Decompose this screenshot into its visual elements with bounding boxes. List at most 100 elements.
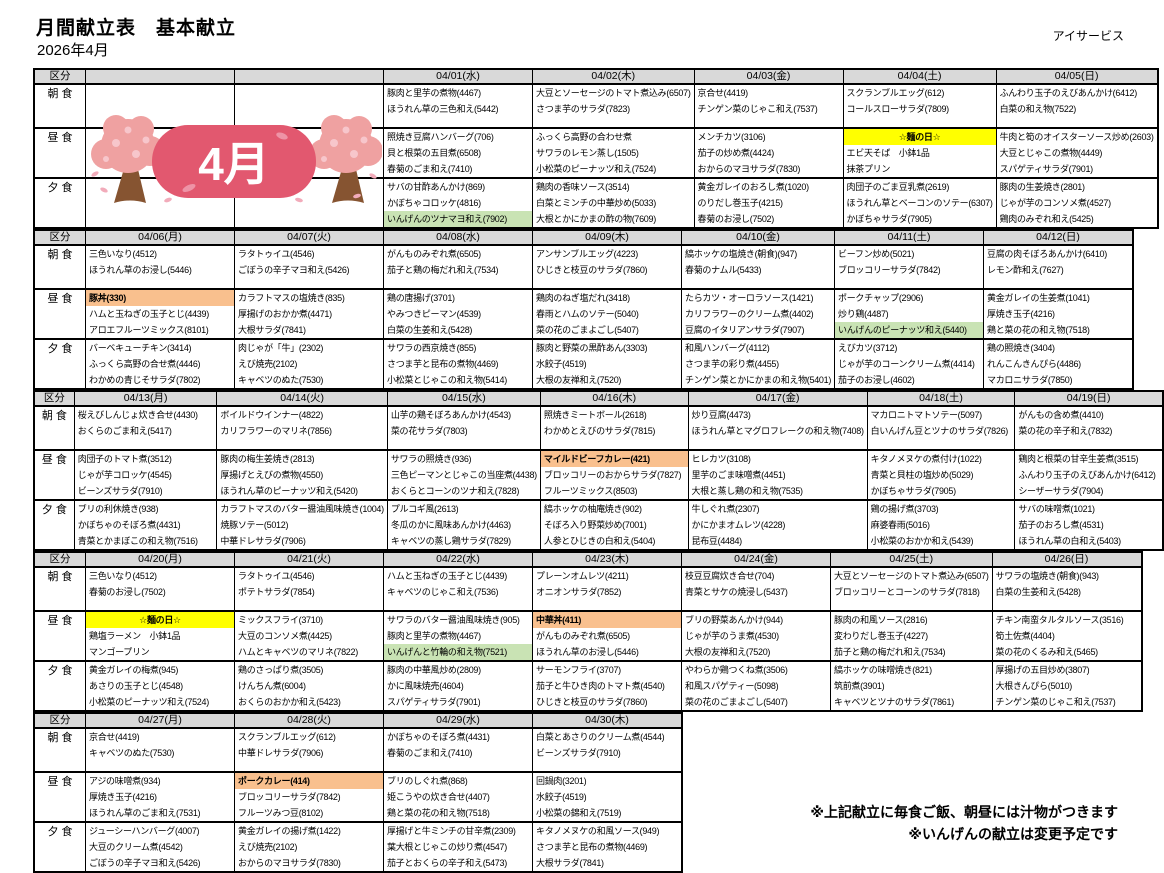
menu-item: がんものみぞれ煮(6505) (387, 249, 481, 259)
menu-item: 鶏の揚げ煮(3703) (870, 504, 939, 514)
menu-item: 鶏と菜の花の和え物(7518) (387, 808, 490, 818)
menu-item: 冬瓜のかに風味あんかけ(4463) (390, 520, 511, 530)
menu-item: 豚丼(330) (86, 291, 234, 306)
menu-item: 和風スパゲティー(5098) (685, 681, 779, 691)
date-header: 04/06(月) (85, 229, 235, 246)
menu-cell: 鶏肉のねぎ塩だれ(3418) 春雨とハムのソテー(5040) 菜の花のごまよごし(5… (532, 288, 682, 340)
menu-cell: バーベキューチキン(3414) ふっくら高野の合せ煮(4446) わかめの青じそサラ… (85, 338, 235, 390)
menu-cell: 鶏肉と根菜の甘辛生姜煮(3515) ふんわり玉子のえびあんかけ(6412) シーザー… (1014, 449, 1164, 501)
menu-item: 水餃子(4519) (536, 359, 587, 369)
menu-item: 鶏肉の香味ソース(3514) (536, 182, 630, 192)
menu-item: サバの味噌煮(1021) (1018, 504, 1095, 514)
menu-item: ふっくら高野の合せ煮(4446) (89, 359, 201, 369)
menu-item: いんげんのピーナッツ和え(5440) (835, 322, 983, 338)
menu-item: 小松菜とじゃこの和え物(5414) (387, 375, 507, 385)
menu-cell: キタノメヌケの和風ソース(949) さつま芋と昆布の煮物(4469) 大根サラダ(7… (532, 821, 683, 873)
menu-item: ビーンズサラダ(7910) (77, 486, 163, 496)
menu-item: かに風味焼売(4604) (387, 681, 464, 691)
menu-cell: サバの甘酢あんかけ(869) かぼちゃコロッケ(4816) いんげんのツナマヨ和え(… (383, 177, 533, 229)
menu-item: 縞ホッケの味噌焼き(821) (834, 665, 932, 675)
menu-item: 茄子とおくらの辛子和え(5473) (387, 858, 507, 868)
menu-item: あさりの玉子とじ(4548) (89, 681, 183, 691)
menu-cell: サワラの塩焼き(朝食)(943) 白菜の生姜和え(5428) (991, 566, 1143, 612)
menu-item: かぼちゃのそぼろ煮(4431) (387, 732, 490, 742)
menu-item: カラフトマスのバター醤油風味焼き(1004) (220, 504, 384, 514)
menu-item: えび焼売(2102) (238, 359, 298, 369)
menu-item: ボイルドウインナー(4822) (220, 410, 323, 420)
date-header: 04/09(木) (532, 229, 682, 246)
menu-item: 炒り豆腐(4473) (691, 410, 751, 420)
menu-cell: 枝豆豆腐炊き合せ(704) 青菜とサケの焼浸し(5437) (681, 566, 831, 612)
menu-item: ポークチャップ(2906) (838, 293, 924, 303)
menu-cell: 山芋の鶏そぼろあんかけ(4543) 菜の花サラダ(7803) (386, 405, 541, 451)
menu-item: フルーツミックス(8503) (543, 486, 638, 496)
menu-item: かにかまオムレツ(4228) (691, 520, 786, 530)
kubun-header: 区分 (33, 68, 86, 85)
menu-item: 黄金ガレイの梅煮(945) (89, 665, 179, 675)
menu-item: スパゲティサラダ(7901) (999, 164, 1094, 174)
menu-item: やわらか鶏つくね煮(3506) (685, 665, 788, 675)
menu-cell: 大豆とソーセージのトマト煮込み(6507) さつま芋のサラダ(7823) (532, 83, 695, 129)
date-header: 04/23(木) (532, 551, 682, 568)
meal-label-d: 夕 食 (33, 338, 86, 390)
menu-item: 筑前煮(3901) (834, 681, 885, 691)
date-header: 04/05(日) (995, 68, 1159, 85)
menu-item: ブロッコリーとコーンのサラダ(7818) (834, 587, 980, 597)
menu-item: 大豆とソーセージのトマト煮込み(6507) (536, 88, 691, 98)
menu-item: 姫こうやの炊き合せ(4407) (387, 792, 490, 802)
month-badge-background (152, 125, 316, 198)
menu-item: ブリの利休焼き(938) (77, 504, 159, 514)
menu-item: そぼろ入り野菜炒め(7001) (543, 520, 647, 530)
menu-item: 肉団子のトマト煮(3512) (77, 454, 172, 464)
menu-item: たらカツ・オーロラソース(1421) (685, 293, 814, 303)
menu-item: 麻婆春雨(5016) (870, 520, 930, 530)
menu-cell: 鶏のさっぱり煮(3505) けんちん煮(6004) おくらのおかか和え(5423) (234, 660, 384, 712)
menu-cell: 豚肉の中華風炒め(2809) かに風味焼売(4604) スパゲティサラダ(7901) (383, 660, 533, 712)
menu-item: 中華丼(411) (533, 613, 681, 628)
menu-cell: 厚揚げの五目炒め(3807) 大根きんぴら(5010) チンゲン菜のじゃこ和え(75… (991, 660, 1143, 712)
menu-item: 厚揚げのおかか煮(4471) (238, 309, 332, 319)
menu-cell: 大豆とソーセージのトマト煮込み(6507) ブロッコリーとコーンのサラダ(7818… (830, 566, 993, 612)
menu-cell: たらカツ・オーロラソース(1421) カリフラワーのクリーム煮(4402) 豆腐のイ… (680, 288, 836, 340)
menu-item: 厚揚げの五目炒め(3807) (995, 665, 1090, 675)
menu-item: ブロッコリーのおからサラダ(7827) (543, 470, 682, 480)
date-header: 04/04(土) (842, 68, 997, 85)
menu-item: キャベツの蒸し鶏サラダ(7829) (390, 536, 511, 546)
menu-item: 大根きんぴら(5010) (995, 681, 1073, 691)
menu-item: 京合せ(4419) (697, 88, 749, 98)
kubun-header: 区分 (33, 390, 75, 407)
menu-cell: 鶏の照焼き(3404) れんこんきんぴら(4486) マカロニサラダ(7850) (983, 338, 1134, 390)
menu-item: キタノメヌケの和風ソース(949) (536, 826, 660, 836)
date-header: 04/17(金) (687, 390, 868, 407)
menu-item: 焼豚ソテー(5012) (220, 520, 289, 530)
menu-cell: 豚肉と里芋の煮物(4467) ほうれん草の三色和え(5442) (383, 83, 533, 129)
meal-label-b: 朝 食 (33, 244, 86, 290)
date-header: 04/19(日) (1014, 390, 1164, 407)
menu-item: ポテトサラダ(7854) (238, 587, 315, 597)
menu-item: 青菜とかまぼこの和え物(7516) (77, 536, 198, 546)
menu-item: チキン南蛮タルタルソース(3516) (995, 615, 1124, 625)
menu-item: 牛しぐれ煮(2307) (691, 504, 760, 514)
menu-item: 茄子と鶏の梅だれ和え(7534) (387, 265, 499, 275)
date-header: 04/01(水) (383, 68, 533, 85)
menu-item: カリフラワーのマリネ(7856) (220, 426, 332, 436)
menu-cell: やわらか鶏つくね煮(3506) 和風スパゲティー(5098) 菜の花のごまよごし(5… (681, 660, 831, 712)
menu-item: チンゲン菜のじゃこ和え(7537) (697, 104, 818, 114)
menu-cell: 黄金ガレイの梅煮(945) あさりの玉子とじ(4548) 小松菜のピーナッツ和え(7… (85, 660, 235, 712)
menu-item: サワラの塩焼き(朝食)(943) (995, 571, 1100, 581)
menu-item: ビーフン炒め(5021) (838, 249, 915, 259)
menu-item: 和風ハンバーグ(4112) (685, 343, 770, 353)
menu-item: 菜の花サラダ(7803) (390, 426, 468, 436)
menu-item: ほうれん草のピーナッツ和え(5420) (220, 486, 358, 496)
april-illustration: 4月 (91, 115, 382, 203)
menu-item: サワラのバター醤油風味焼き(905) (387, 615, 520, 625)
menu-item: 厚揚げとえびの煮物(4550) (220, 470, 323, 480)
menu-item: サワラのレモン蒸し(1505) (536, 148, 639, 158)
meal-label-d: 夕 食 (33, 499, 75, 551)
menu-item: じゃが芋のコンソメ煮(4527) (999, 198, 1112, 208)
menu-cell: マカロニトマトソテー(5097) 白いんげん豆とツナのサラダ(7826) (866, 405, 1016, 451)
page-title: 月間献立表 基本献立 (36, 18, 237, 39)
menu-item: スクランブルエッグ(612) (238, 732, 336, 742)
menu-item: ふんわり玉子のえびあんかけ(6412) (999, 88, 1138, 98)
menu-item: ☆麺の日☆ (844, 130, 996, 145)
